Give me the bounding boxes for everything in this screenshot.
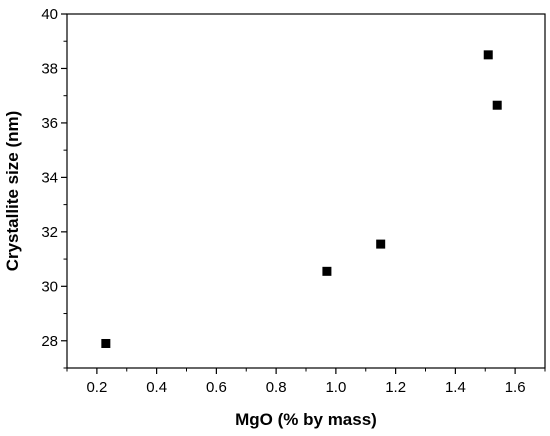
y-tick-label: 34 (41, 169, 58, 186)
data-point (376, 239, 386, 249)
x-tick-label: 1.2 (385, 379, 406, 396)
y-tick-label: 28 (41, 333, 58, 350)
y-tick-label: 36 (41, 115, 58, 132)
x-tick-label: 0.2 (86, 379, 107, 396)
y-tick-label: 38 (41, 60, 58, 77)
x-axis-ticks: 0.2 0.4 0.6 0.8 1.0 1.2 1.4 1.6 (66, 368, 546, 396)
x-tick-label: 0.8 (266, 379, 287, 396)
y-axis-ticks: 28 30 32 34 36 38 40 (41, 6, 67, 369)
y-tick-label: 40 (41, 6, 58, 23)
data-points (101, 50, 502, 348)
y-tick-label: 30 (41, 278, 58, 295)
data-point (322, 266, 332, 276)
x-tick-label: 1.6 (505, 379, 526, 396)
data-point (483, 50, 493, 60)
plot-area (66, 13, 546, 369)
x-tick-label: 1.0 (325, 379, 346, 396)
x-tick-label: 1.4 (445, 379, 466, 396)
x-axis-title: MgO (% by mass) (235, 410, 377, 429)
plot-frame (66, 13, 546, 369)
x-tick-label: 0.6 (206, 379, 227, 396)
data-point (492, 100, 502, 110)
y-tick-label: 32 (41, 224, 58, 241)
x-tick-label: 0.4 (146, 379, 167, 396)
y-axis-title: Crystallite size (nm) (3, 111, 22, 272)
data-point (101, 338, 111, 348)
